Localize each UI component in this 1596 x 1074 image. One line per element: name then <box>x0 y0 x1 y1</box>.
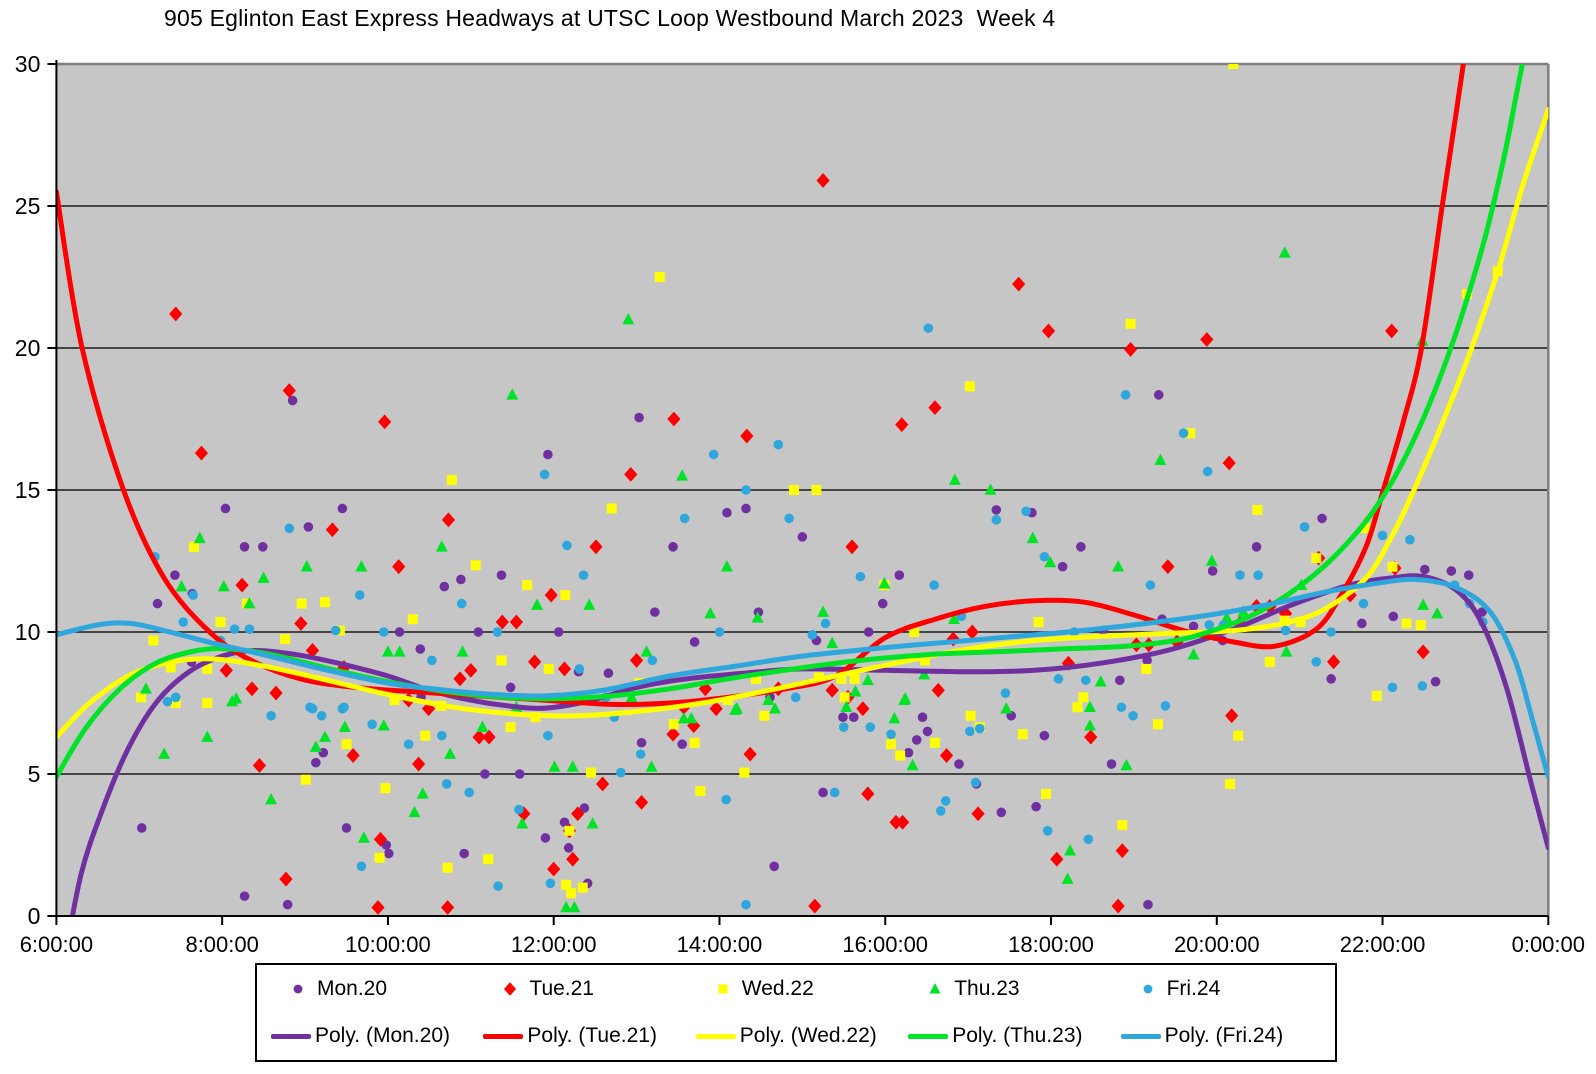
y-tick-label-0: 0 <box>28 903 41 929</box>
legend-row-trendlines: Poly. (Mon.20) Poly. (Tue.21) Poly. (Wed.2… <box>257 1024 1335 1048</box>
legend: Mon.20 Tue.21 Wed.22 Thu.23 Fri.24 Poly. (Mon… <box>255 963 1337 1062</box>
trendline-swatch-icon <box>271 1033 311 1039</box>
x-tick-label-4: 14:00:00 <box>677 932 763 957</box>
x-tick-label-8: 22:00:00 <box>1340 932 1426 957</box>
y-tick-label-25: 25 <box>15 193 41 219</box>
legend-label: Poly. (Tue.21) <box>527 1024 657 1048</box>
trendline-swatch-icon <box>695 1033 736 1039</box>
y-tick-label-5: 5 <box>28 761 41 787</box>
legend-label: Poly. (Fri.24) <box>1164 1024 1284 1048</box>
legend-label: Mon.20 <box>317 976 388 1000</box>
thu23-marker-icon <box>929 982 941 994</box>
y-tick-label-10: 10 <box>15 619 41 645</box>
y-tick-label-30: 30 <box>15 51 41 77</box>
series-points-tue21 <box>169 173 1430 915</box>
mon20-marker-icon <box>293 984 303 994</box>
x-tick-label-7: 20:00:00 <box>1174 932 1260 957</box>
legend-item-mon20: Mon.20 <box>265 977 477 1001</box>
x-tick-label-5: 16:00:00 <box>842 932 928 957</box>
trendline-poly-wed-22- <box>56 106 1549 740</box>
series-points-wed22 <box>135 64 1503 899</box>
wed22-marker-icon <box>718 984 728 994</box>
x-tick-label-1: 8:00:00 <box>185 932 258 957</box>
legend-label: Wed.22 <box>741 976 814 1000</box>
tue21-marker-icon <box>504 981 517 996</box>
legend-item-poly-mon-20-: Poly. (Mon.20) <box>265 1024 477 1048</box>
fri24-marker-icon <box>1143 984 1152 994</box>
x-tick-label-3: 12:00:00 <box>511 932 597 957</box>
chart-canvas: 0 5 10 15 20 25 30 6:00:00 8:00:00 10:00:00 12:00:… <box>15 51 1585 957</box>
trendline-swatch-icon <box>1120 1033 1161 1039</box>
legend-item-fri24: Fri.24 <box>1115 977 1327 1001</box>
x-tick-label-0: 6:00:00 <box>20 932 93 957</box>
plot-content <box>56 64 1549 916</box>
legend-item-tue21: Tue.21 <box>477 977 689 1001</box>
legend-item-wed22: Wed.22 <box>690 977 902 1001</box>
x-tick-label-9: 0:00:00 <box>1512 932 1585 957</box>
x-tick-label-2: 10:00:00 <box>345 932 431 957</box>
legend-item-poly-fri-24-: Poly. (Fri.24) <box>1115 1024 1327 1048</box>
chart-title: 905 Eglinton East Express Headways at UT… <box>164 5 1056 31</box>
legend-label: Thu.23 <box>954 976 1020 1000</box>
legend-label: Tue.21 <box>529 976 594 1000</box>
trendline-swatch-icon <box>483 1033 524 1039</box>
y-tick-label-20: 20 <box>15 335 41 361</box>
legend-item-poly-thu-23-: Poly. (Thu.23) <box>902 1024 1114 1048</box>
trendline-poly-fri-24- <box>56 576 1549 780</box>
legend-label: Fri.24 <box>1166 976 1221 1000</box>
legend-row-markers: Mon.20 Tue.21 Wed.22 Thu.23 Fri.24 <box>257 977 1335 1001</box>
y-tick-label-15: 15 <box>15 477 41 503</box>
legend-label: Poly. (Wed.22) <box>739 1024 877 1048</box>
legend-label: Poly. (Mon.20) <box>315 1024 450 1048</box>
legend-item-poly-tue-21-: Poly. (Tue.21) <box>477 1024 689 1048</box>
legend-item-thu23: Thu.23 <box>902 977 1114 1001</box>
legend-label: Poly. (Thu.23) <box>952 1024 1083 1048</box>
series-points-fri24 <box>150 323 1488 910</box>
trendline-poly-mon-20- <box>69 573 1549 916</box>
x-tick-label-6: 18:00:00 <box>1008 932 1094 957</box>
series-points-thu23 <box>139 246 1444 913</box>
legend-item-poly-wed-22-: Poly. (Wed.22) <box>690 1024 902 1048</box>
trendline-swatch-icon <box>908 1033 949 1039</box>
